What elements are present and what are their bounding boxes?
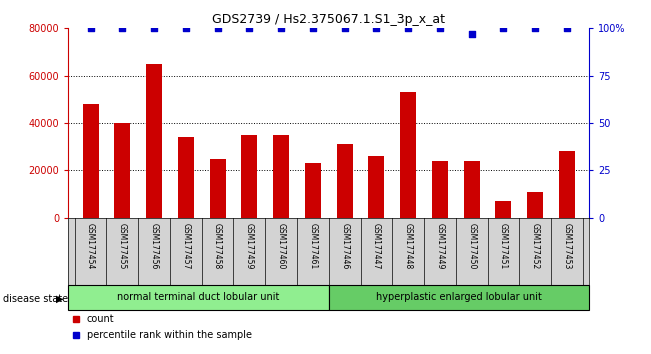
Point <box>498 25 508 31</box>
Bar <box>464 161 480 218</box>
FancyBboxPatch shape <box>68 285 329 310</box>
Point <box>244 25 255 31</box>
Bar <box>368 156 384 218</box>
Text: count: count <box>87 314 114 325</box>
Bar <box>273 135 289 218</box>
Bar <box>83 104 98 218</box>
Text: GSM177453: GSM177453 <box>562 223 572 269</box>
Bar <box>178 137 194 218</box>
Text: GSM177457: GSM177457 <box>182 223 190 269</box>
Text: GSM177449: GSM177449 <box>436 223 445 269</box>
Point <box>85 25 96 31</box>
Text: GSM177459: GSM177459 <box>245 223 254 269</box>
Bar <box>559 152 575 218</box>
Text: GSM177452: GSM177452 <box>531 223 540 269</box>
Point <box>308 25 318 31</box>
Point <box>149 25 159 31</box>
Point <box>435 25 445 31</box>
Point <box>403 25 413 31</box>
Point <box>212 25 223 31</box>
Point <box>562 25 572 31</box>
Text: disease state: disease state <box>3 294 68 304</box>
Bar <box>400 92 416 218</box>
Text: ▶: ▶ <box>56 294 64 304</box>
Text: GSM177458: GSM177458 <box>213 223 222 269</box>
Text: GSM177460: GSM177460 <box>277 223 286 269</box>
Point <box>530 25 540 31</box>
Text: percentile rank within the sample: percentile rank within the sample <box>87 330 251 341</box>
Text: GSM177461: GSM177461 <box>309 223 318 269</box>
FancyBboxPatch shape <box>329 285 589 310</box>
Bar <box>305 163 321 218</box>
Bar <box>527 192 543 218</box>
Bar <box>337 144 353 218</box>
Bar <box>146 64 162 218</box>
Text: GSM177454: GSM177454 <box>86 223 95 269</box>
Text: hyperplastic enlarged lobular unit: hyperplastic enlarged lobular unit <box>376 292 542 302</box>
Bar <box>210 159 225 218</box>
Text: GSM177455: GSM177455 <box>118 223 127 269</box>
Point <box>117 25 128 31</box>
Text: GSM177447: GSM177447 <box>372 223 381 269</box>
Text: GSM177448: GSM177448 <box>404 223 413 269</box>
Title: GDS2739 / Hs2.375067.1.S1_3p_x_at: GDS2739 / Hs2.375067.1.S1_3p_x_at <box>212 13 445 26</box>
Bar <box>115 123 130 218</box>
Bar <box>495 201 511 218</box>
Point <box>276 25 286 31</box>
Text: GSM177456: GSM177456 <box>150 223 159 269</box>
Bar <box>242 135 257 218</box>
Point <box>371 25 381 31</box>
Text: normal terminal duct lobular unit: normal terminal duct lobular unit <box>117 292 280 302</box>
Bar <box>432 161 448 218</box>
Text: GSM177450: GSM177450 <box>467 223 476 269</box>
Text: GSM177451: GSM177451 <box>499 223 508 269</box>
Text: GSM177446: GSM177446 <box>340 223 349 269</box>
Point <box>339 25 350 31</box>
Point <box>180 25 191 31</box>
Point <box>467 31 477 37</box>
